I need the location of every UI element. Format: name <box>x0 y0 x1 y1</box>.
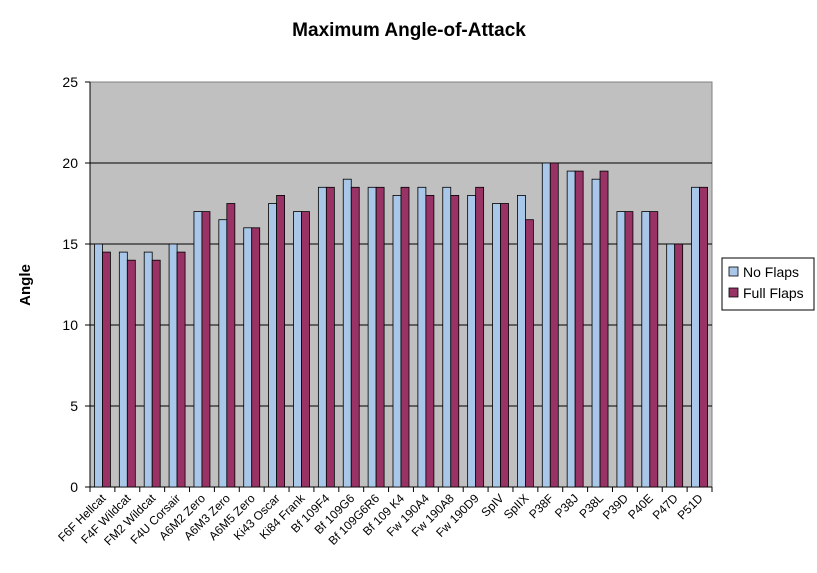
x-tick-label: P39D <box>600 491 631 522</box>
bar-full-flaps <box>301 211 310 488</box>
bar-full-flaps <box>649 211 659 488</box>
bar-full-flaps <box>500 203 509 488</box>
bar-no-flaps <box>143 251 153 488</box>
x-tick-label: P38F <box>526 491 556 521</box>
bar-no-flaps <box>94 243 103 488</box>
bar-full-flaps <box>126 259 136 488</box>
bar-full-flaps <box>176 251 186 488</box>
bar-full-flaps <box>151 259 161 488</box>
x-tick-label: P40E <box>625 491 656 522</box>
bar-no-flaps <box>467 194 477 488</box>
bar-no-flaps <box>293 211 302 488</box>
bar-full-flaps <box>624 211 634 488</box>
bar-no-flaps <box>492 203 501 488</box>
bar-full-flaps <box>599 170 609 488</box>
x-tick-label: P47D <box>650 491 681 522</box>
bar-full-flaps <box>699 186 708 488</box>
bar-full-flaps <box>375 186 385 488</box>
x-tick-label: P51D <box>675 491 706 522</box>
bar-no-flaps <box>193 211 203 488</box>
y-tick-label: 25 <box>62 74 78 90</box>
bar-full-flaps <box>325 186 335 488</box>
legend-label-no-flaps: No Flaps <box>743 264 799 280</box>
bar-full-flaps <box>226 203 236 488</box>
bar-full-flaps <box>450 194 460 488</box>
bar-no-flaps <box>317 186 327 488</box>
legend: No Flaps Full Flaps <box>721 257 815 311</box>
bar-no-flaps <box>666 243 676 488</box>
bar-full-flaps <box>102 251 111 488</box>
bar-no-flaps <box>517 194 526 488</box>
legend-label-full-flaps: Full Flaps <box>743 285 804 301</box>
y-tick-label: 5 <box>70 398 78 414</box>
bar-no-flaps <box>118 251 128 488</box>
bar-full-flaps <box>425 194 435 488</box>
bar-no-flaps <box>442 186 452 488</box>
y-tick-label: 10 <box>62 317 78 333</box>
bar-no-flaps <box>417 186 427 488</box>
x-tick-label: P38L <box>576 491 606 521</box>
bar-no-flaps <box>691 186 700 488</box>
bar-full-flaps <box>201 211 211 488</box>
x-tick-label: P38J <box>552 491 581 520</box>
bar-full-flaps <box>674 243 684 488</box>
x-tick-label: SpIV <box>478 491 506 519</box>
bar-full-flaps <box>574 170 584 488</box>
bar-full-flaps <box>400 186 410 488</box>
bar-no-flaps <box>616 211 626 488</box>
y-tick-label: 15 <box>62 236 78 252</box>
bar-no-flaps <box>243 227 253 488</box>
y-tick-label: 20 <box>62 155 78 171</box>
bar-full-flaps <box>350 186 360 488</box>
bar-no-flaps <box>392 194 402 488</box>
legend-swatch-full-flaps <box>728 287 739 298</box>
bar-full-flaps <box>525 219 534 488</box>
bar-no-flaps <box>168 243 178 488</box>
legend-swatch-no-flaps <box>728 266 739 277</box>
bar-no-flaps <box>541 162 551 488</box>
bar-no-flaps <box>268 203 278 488</box>
bar-no-flaps <box>218 219 228 488</box>
bar-full-flaps <box>276 194 286 488</box>
bar-full-flaps <box>549 162 559 488</box>
x-tick-label: SpIIX <box>501 491 532 522</box>
chart-title: Maximum Angle-of-Attack <box>292 20 526 41</box>
bar-no-flaps <box>591 178 601 488</box>
bar-no-flaps <box>566 170 576 488</box>
bar-full-flaps <box>475 186 485 488</box>
y-tick-label: 0 <box>70 479 78 495</box>
bar-no-flaps <box>367 186 377 488</box>
bar-no-flaps <box>641 211 651 488</box>
bar-full-flaps <box>251 227 261 488</box>
y-axis-label: Angle <box>17 264 34 306</box>
bar-no-flaps <box>342 178 352 488</box>
